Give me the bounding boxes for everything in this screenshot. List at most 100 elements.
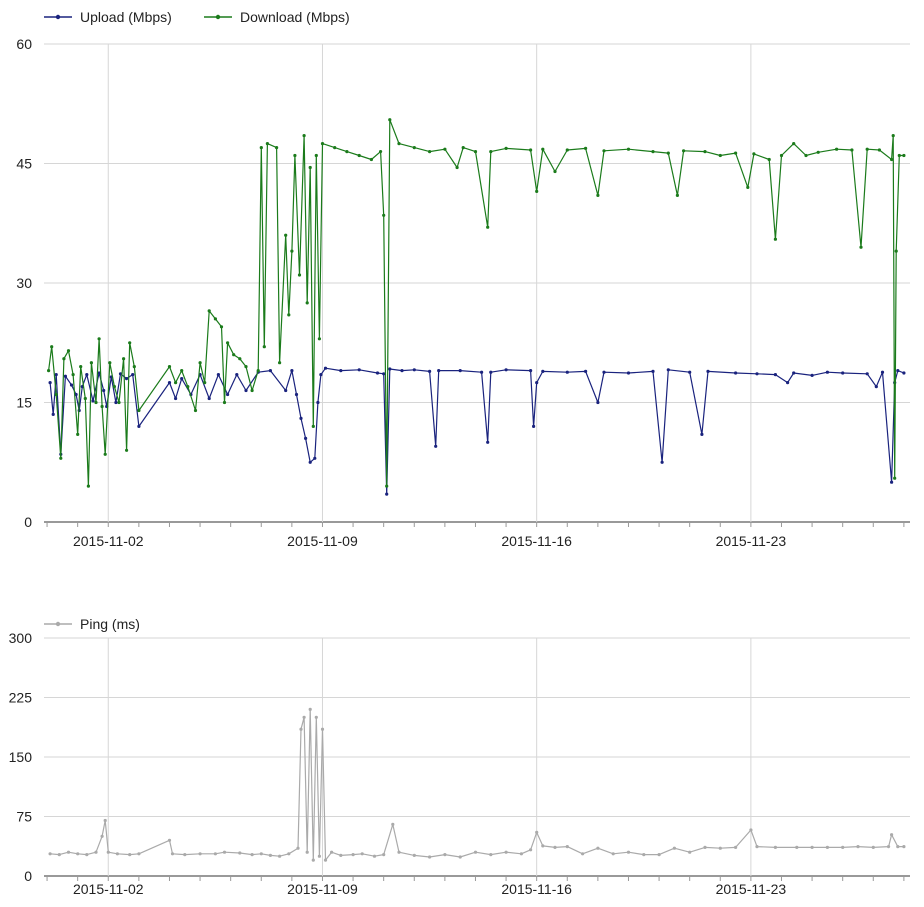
data-point [167,838,172,842]
data-point [226,392,230,397]
data-point [259,852,263,856]
data-point [385,492,389,496]
x-tick-label: 2015-11-23 [716,533,787,549]
data-point [268,853,272,858]
data-point [865,372,869,376]
data-point [489,370,493,374]
data-point [412,853,416,858]
data-point [222,850,227,854]
data-point [626,147,631,151]
data-point [581,852,585,856]
data-point [100,834,104,838]
data-point [825,845,830,850]
data-point [108,361,112,365]
data-point [541,844,545,848]
data-point [235,373,239,377]
data-point [773,373,778,377]
data-point [83,396,87,401]
data-point [651,150,655,154]
data-point [666,368,670,372]
data-point [865,147,869,151]
data-point [890,480,894,484]
y-tick-label: 150 [9,749,33,765]
data-point [102,388,106,393]
data-point [308,165,312,170]
data-point [434,444,438,448]
data-point [700,432,704,436]
data-point [602,370,606,374]
y-tick-label: 300 [9,630,33,646]
legend-label: Download (Mbps) [240,9,350,25]
data-point [297,273,302,277]
legend-swatch-dot [55,14,61,20]
data-point [59,456,63,460]
data-point [428,855,432,859]
data-point [734,151,738,155]
data-point [114,400,118,405]
data-point [553,169,557,174]
data-point [304,436,308,440]
series-line [49,367,905,495]
data-point [222,400,227,405]
y-tick-label: 45 [16,156,32,172]
data-point [458,855,462,859]
data-point [375,371,380,375]
data-point [76,432,80,436]
data-point [57,853,61,857]
data-point [323,858,328,862]
data-point [308,707,312,712]
data-point [584,146,588,150]
data-point [810,373,814,377]
data-point [302,134,306,138]
data-point [804,153,808,158]
data-point [299,727,303,731]
data-point [207,309,211,313]
data-point [69,383,74,387]
x-tick-label: 2015-11-16 [501,881,572,897]
data-point [85,373,89,377]
data-point [97,337,101,341]
data-point [473,850,478,854]
data-point [305,850,309,854]
data-point [244,388,248,393]
data-point [115,852,119,856]
x-tick-label: 2015-11-16 [501,533,572,549]
data-point [835,147,839,151]
data-point [856,845,860,849]
data-point [458,369,462,373]
data-point [535,381,539,385]
data-point [428,150,432,154]
data-point [657,853,661,857]
data-point [302,715,306,719]
data-point [397,142,401,146]
y-tick-label: 30 [16,275,32,291]
data-point [584,369,588,373]
data-point [311,858,315,862]
data-point [54,392,58,397]
data-point [541,369,545,373]
y-tick-label: 0 [24,868,32,884]
data-point [125,448,129,452]
data-point [317,854,321,858]
data-point [880,370,885,374]
data-point [443,853,447,857]
data-point [877,148,882,152]
data-point [122,357,126,361]
data-point [734,371,738,375]
data-point [773,237,778,241]
data-point [323,366,328,370]
data-point [180,369,184,373]
data-point [333,146,337,150]
data-point [773,845,778,850]
data-point [596,846,600,850]
data-point [244,365,248,369]
chart-2: 0 75 150 225 300 2015-11-02 2015-11-09 2015-11-… [9,616,910,897]
data-point [489,853,493,857]
chart-1: 0 15 30 45 60 2015-11-02 2015-11-09 2015-11-16 2… [16,9,910,549]
data-point [174,396,178,401]
data-point [308,460,312,464]
data-point [412,368,416,372]
data-point [103,452,107,456]
